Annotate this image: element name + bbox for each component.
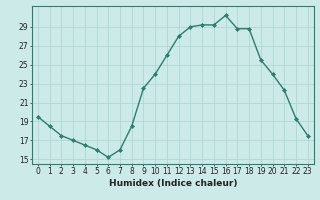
X-axis label: Humidex (Indice chaleur): Humidex (Indice chaleur) xyxy=(108,179,237,188)
